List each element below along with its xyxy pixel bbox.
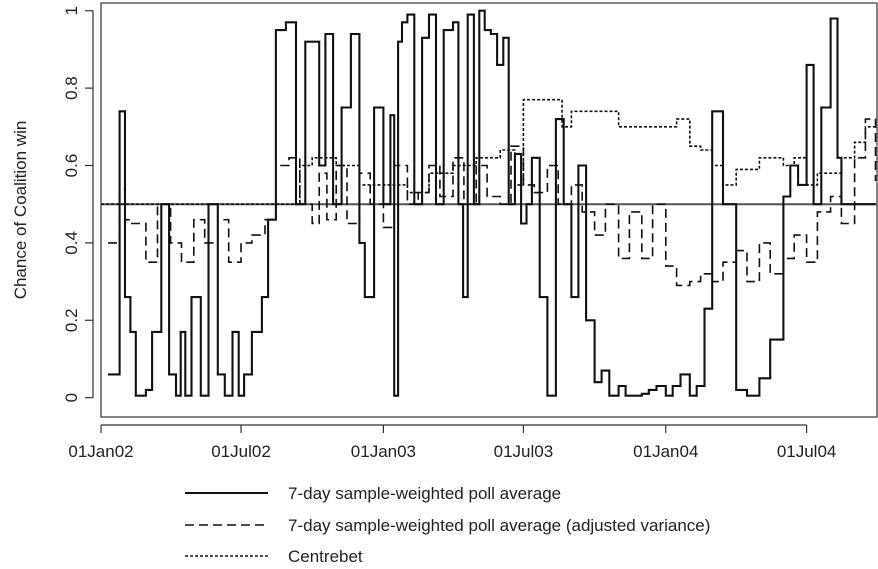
x-tick-label: 01Jan04 (633, 442, 698, 461)
y-axis-label: Chance of Coalition win (11, 121, 30, 300)
legend-label-3: Centrebet (288, 547, 363, 566)
x-tick-label: 01Jul02 (211, 442, 271, 461)
x-axis: 01Jan02 01Jul02 01Jan03 01Jul03 01Jan04 01Jul… (68, 424, 837, 461)
y-tick-label: 0 (62, 393, 81, 402)
y-tick-label: 0.6 (62, 154, 81, 178)
series-line-2 (108, 118, 877, 287)
y-tick-label: 0.4 (62, 231, 81, 255)
plot-frame (100, 2, 878, 418)
series-group (101, 9, 877, 397)
x-tick-label: 01Jan03 (351, 442, 416, 461)
x-tick-label: 01Jul04 (777, 442, 837, 461)
y-tick-label: 1 (62, 6, 81, 15)
y-tick-label: 0.8 (62, 76, 81, 100)
legend: 7-day sample-weighted poll average 7-day … (185, 484, 710, 566)
series-line-1 (108, 9, 876, 397)
y-axis: 0 0.2 0.4 0.6 0.8 1 (62, 6, 94, 402)
x-tick-label: 01Jul03 (494, 442, 554, 461)
x-tick-label: 01Jan02 (68, 442, 133, 461)
series-line-3 (101, 98, 876, 205)
legend-label-1: 7-day sample-weighted poll average (288, 484, 561, 503)
legend-label-2: 7-day sample-weighted poll average (adju… (288, 516, 710, 535)
y-tick-label: 0.2 (62, 308, 81, 332)
